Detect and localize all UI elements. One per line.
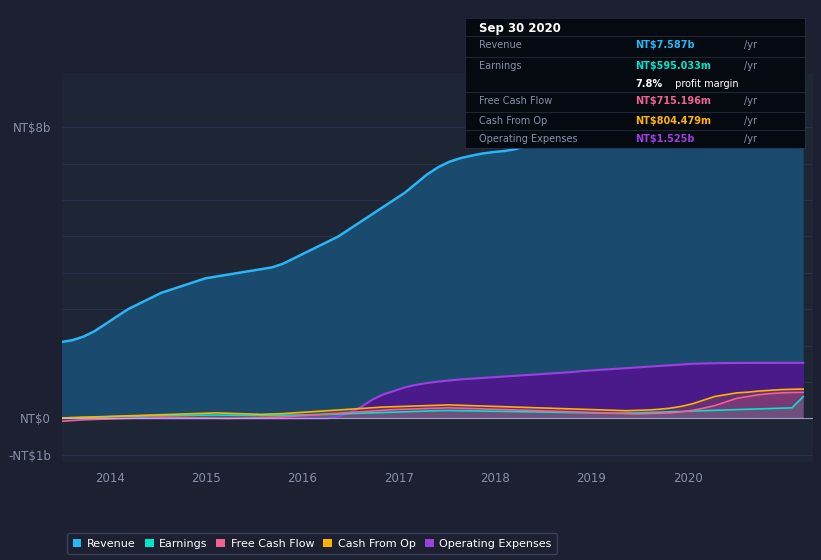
Text: NT$1.525b: NT$1.525b	[635, 134, 695, 144]
Text: NT$595.033m: NT$595.033m	[635, 61, 711, 71]
Text: profit margin: profit margin	[672, 79, 739, 89]
Text: /yr: /yr	[744, 134, 757, 144]
Text: 7.8%: 7.8%	[635, 79, 662, 89]
Text: Sep 30 2020: Sep 30 2020	[479, 22, 561, 35]
Text: Free Cash Flow: Free Cash Flow	[479, 96, 552, 106]
Text: Revenue: Revenue	[479, 40, 521, 50]
Text: Earnings: Earnings	[479, 61, 521, 71]
Text: NT$804.479m: NT$804.479m	[635, 115, 711, 125]
Text: /yr: /yr	[744, 96, 757, 106]
Text: NT$7.587b: NT$7.587b	[635, 40, 695, 50]
Text: NT$715.196m: NT$715.196m	[635, 96, 711, 106]
Text: Cash From Op: Cash From Op	[479, 115, 547, 125]
Text: /yr: /yr	[744, 61, 757, 71]
Legend: Revenue, Earnings, Free Cash Flow, Cash From Op, Operating Expenses: Revenue, Earnings, Free Cash Flow, Cash …	[67, 533, 557, 554]
Text: /yr: /yr	[744, 40, 757, 50]
Text: Operating Expenses: Operating Expenses	[479, 134, 577, 144]
Text: /yr: /yr	[744, 115, 757, 125]
